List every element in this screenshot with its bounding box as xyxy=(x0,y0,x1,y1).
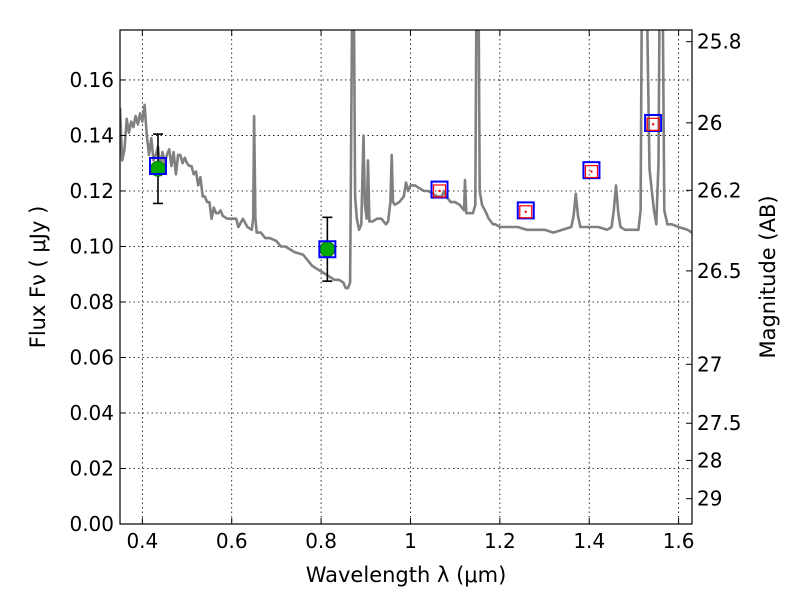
x-tick-label: 0.4 xyxy=(126,529,158,553)
x-tick-label: 0.8 xyxy=(305,529,337,553)
y-tick-label: 0.08 xyxy=(69,290,114,314)
y-tick-label: 0.12 xyxy=(69,179,114,203)
x-tick-label: 0.6 xyxy=(216,529,248,553)
magnitude-tick-label: 29 xyxy=(697,487,722,511)
magnitude-tick-label: 28 xyxy=(697,448,722,472)
plot-area xyxy=(120,30,692,524)
upper-limit-dot xyxy=(438,189,441,193)
x-axis-label: Wavelength λ (μm) xyxy=(306,563,507,587)
axis-ticks xyxy=(120,30,692,525)
upper-limit-dot xyxy=(524,210,527,213)
x-tick-label: 1.6 xyxy=(663,529,695,553)
magnitude-tick-label: 27 xyxy=(697,352,722,376)
detection-point xyxy=(319,241,336,258)
plot-frame xyxy=(119,29,693,525)
y-tick-label: 0.04 xyxy=(69,401,114,425)
x-tick-label: 1 xyxy=(404,529,417,553)
y-tick-label: 0.06 xyxy=(69,345,114,369)
y-tick-label: 0.10 xyxy=(69,234,114,258)
magnitude-tick-label: 27.5 xyxy=(697,411,742,435)
upper-limit-marker xyxy=(432,184,447,198)
model-photometry-marker xyxy=(318,240,337,259)
model-photometry-marker xyxy=(582,161,601,180)
model-spectrum-line xyxy=(120,30,692,290)
x-tick-label: 1.2 xyxy=(484,529,516,553)
y-tick-label: 0.02 xyxy=(69,456,114,480)
right-axis-label: Magnitude (AB) xyxy=(756,195,780,358)
y-tick-label: 0.16 xyxy=(69,68,114,92)
y-tick-label: 0.00 xyxy=(69,512,114,536)
magnitude-tick-label: 26.5 xyxy=(697,259,742,283)
upper-limit-marker xyxy=(646,117,660,131)
upper-limit-marker xyxy=(519,205,533,219)
y-axis-label: Flux Fν ( μJy ) xyxy=(26,206,50,349)
model-photometry-marker xyxy=(430,180,449,199)
magnitude-tick-label: 26.2 xyxy=(697,178,742,202)
data-layer xyxy=(120,30,692,290)
model-photometry-marker xyxy=(644,113,663,132)
y-tick-label: 0.14 xyxy=(69,123,114,147)
x-tick-label: 1.4 xyxy=(573,529,605,553)
magnitude-tick-label: 25.8 xyxy=(697,30,742,54)
upper-limit-marker xyxy=(584,164,599,179)
model-photometry-marker xyxy=(516,201,535,220)
magnitude-tick-label: 26 xyxy=(697,111,722,135)
upper-limit-dot xyxy=(590,170,593,173)
model-photometry-marker xyxy=(148,156,167,175)
upper-limit-dot xyxy=(651,123,655,126)
